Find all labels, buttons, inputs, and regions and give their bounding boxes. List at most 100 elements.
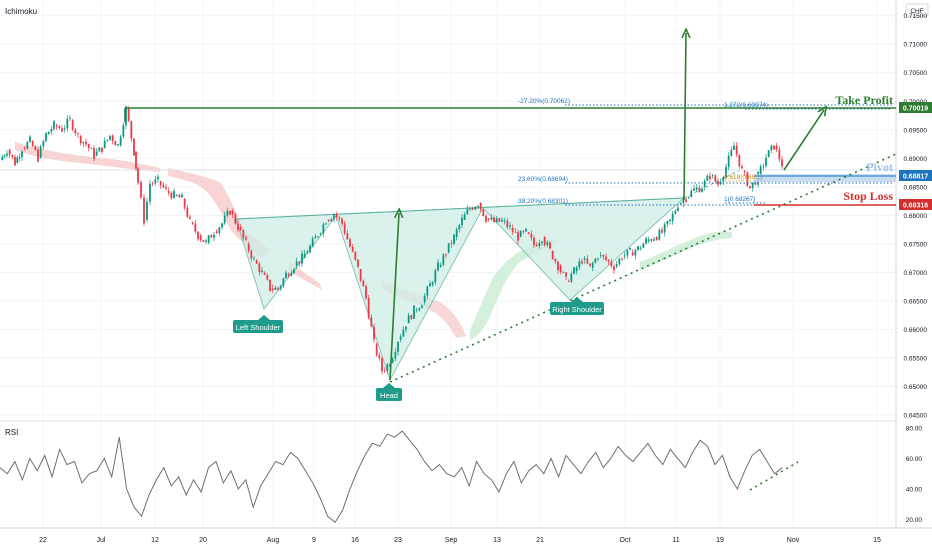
candle-body <box>538 243 541 247</box>
candle-body <box>87 144 90 149</box>
candle-body <box>279 285 282 289</box>
candle-body <box>474 206 477 210</box>
candle-body <box>231 210 234 215</box>
candle-body <box>535 245 538 247</box>
candle-body <box>605 256 607 260</box>
candle-body <box>394 351 397 359</box>
candle-body <box>759 166 762 177</box>
candle-body <box>306 252 309 254</box>
candle-body <box>221 223 223 228</box>
candle-body <box>197 231 199 240</box>
candle-body <box>319 233 322 235</box>
candle-body <box>137 168 139 183</box>
candle-body <box>661 229 663 233</box>
candle-body <box>335 213 338 218</box>
candle-body <box>151 183 154 185</box>
candle-body <box>602 254 605 257</box>
candle-body <box>663 224 666 233</box>
candle-body <box>770 145 773 151</box>
candle-body <box>495 218 498 223</box>
candle-body <box>615 264 618 267</box>
time-tick-label: 9 <box>312 537 316 544</box>
candle-body <box>570 273 573 282</box>
candle-body <box>525 228 527 232</box>
time-tick-label: Jul <box>97 537 106 544</box>
candle-body <box>122 125 125 137</box>
candle-body <box>626 249 629 256</box>
candle-body <box>642 243 645 248</box>
candle-body <box>407 315 410 324</box>
candle-body <box>709 175 711 180</box>
candle-body <box>565 272 567 277</box>
price-series <box>1 105 783 375</box>
candle-body <box>461 217 463 226</box>
candle-body <box>309 245 311 253</box>
time-axis[interactable]: 22 Jul 12 20 Aug 9 16 23 Sep 13 21 Oct 11 19 Nov 15 <box>39 537 881 544</box>
candle-body <box>301 253 303 264</box>
candle-body <box>325 223 327 225</box>
head-shoulders-pattern <box>235 169 741 382</box>
candle-body <box>290 272 293 276</box>
candle-body <box>447 243 450 253</box>
price-axis[interactable]: 0.715000.710000.705000.700000.695000.690… <box>904 13 928 419</box>
price-tick-label: 0.69000 <box>904 156 928 163</box>
fib-text-labels: -27.20%(0.70062) 1.272(0.69974) 23.60%(0… <box>518 98 768 205</box>
candle-body <box>162 184 165 188</box>
candle-body <box>685 199 687 202</box>
candle-body <box>458 225 461 230</box>
fib-ext-272-label: -27.20%(0.70062) <box>518 98 570 105</box>
candle-body <box>199 235 202 241</box>
candle-body <box>21 151 23 158</box>
candle-body <box>287 274 290 276</box>
candle-body <box>23 148 26 149</box>
candle-body <box>61 128 63 132</box>
candle-body <box>234 214 237 224</box>
candle-body <box>242 229 245 238</box>
time-tick-label: 13 <box>493 537 501 544</box>
candle-body <box>637 246 639 251</box>
rsi-tick-label: 20.00 <box>906 517 923 524</box>
candle-body <box>274 287 277 290</box>
candle-body <box>594 258 597 263</box>
neckline <box>235 197 685 220</box>
price-tick-label: 0.67500 <box>904 241 928 248</box>
right-shoulder-badge: Right Shoulder <box>550 297 604 315</box>
candle-body <box>181 194 183 198</box>
candle-body <box>66 118 69 129</box>
indicator-title: Ichimoku <box>5 7 37 16</box>
candle-body <box>386 364 389 371</box>
candle-body <box>613 266 615 271</box>
currency-badge[interactable] <box>905 3 929 17</box>
candle-body <box>530 233 533 238</box>
rsi-tick-label: 60.00 <box>906 456 923 463</box>
gridlines <box>0 15 896 416</box>
candle-body <box>738 154 741 167</box>
candle-body <box>589 263 591 266</box>
candle-body <box>383 370 386 372</box>
time-tick-label: 11 <box>672 537 679 544</box>
candle-body <box>749 186 751 188</box>
candle-body <box>575 267 578 272</box>
candle-body <box>735 145 738 155</box>
candle-body <box>477 205 479 207</box>
candle-body <box>453 234 455 244</box>
candle-body <box>610 261 613 267</box>
candle-body <box>653 239 655 241</box>
fib-236-label: 23.60%(0.68694) <box>518 176 568 183</box>
candle-body <box>215 231 218 233</box>
candle-body <box>351 246 354 252</box>
price-tick-label: 0.69500 <box>904 127 928 134</box>
time-tick-label: Aug <box>267 537 280 544</box>
neckline-extension <box>683 169 741 199</box>
trend-annotations <box>124 33 897 491</box>
candle-body <box>695 187 698 190</box>
candle-body <box>205 240 207 242</box>
candle-body <box>93 148 95 159</box>
candle-body <box>767 150 770 158</box>
candle-body <box>674 211 677 214</box>
candle-body <box>303 253 306 259</box>
candle-body <box>114 141 117 146</box>
time-tick-label: 20 <box>199 537 207 544</box>
candle-body <box>295 261 298 266</box>
